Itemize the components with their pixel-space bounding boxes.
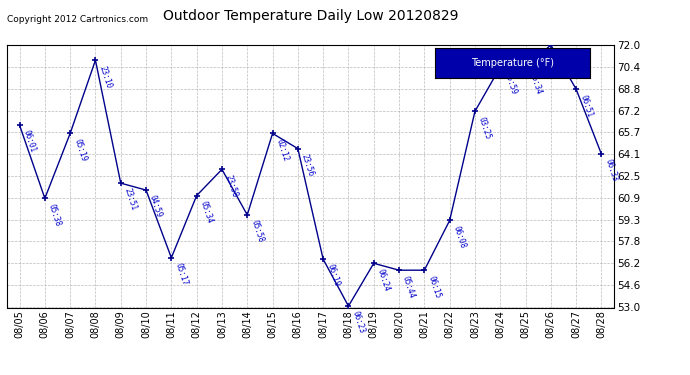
Text: 23:51: 23:51: [123, 187, 139, 212]
Text: 06:15: 06:15: [426, 274, 442, 299]
Text: 06:33: 06:33: [604, 158, 619, 183]
Text: 23:10: 23:10: [97, 64, 113, 89]
Text: 05:19: 05:19: [72, 138, 88, 162]
Text: 05:59: 05:59: [553, 49, 569, 74]
Text: 05:58: 05:58: [249, 219, 265, 244]
Text: 06:34: 06:34: [528, 71, 543, 96]
Text: 06:51: 06:51: [578, 93, 594, 118]
Text: 05:44: 05:44: [401, 274, 417, 299]
Text: 06:01: 06:01: [21, 129, 37, 154]
Text: 04:59: 04:59: [148, 194, 164, 219]
Text: 05:38: 05:38: [47, 202, 63, 227]
Text: Copyright 2012 Cartronics.com: Copyright 2012 Cartronics.com: [7, 15, 148, 24]
Text: 06:08: 06:08: [452, 225, 467, 249]
Text: 06:23: 06:23: [351, 310, 366, 335]
Text: 23:56: 23:56: [300, 153, 315, 177]
Text: 02:12: 02:12: [275, 138, 290, 162]
Text: 05:17: 05:17: [173, 262, 189, 286]
Text: 06:24: 06:24: [376, 267, 391, 292]
Text: 03:25: 03:25: [477, 116, 493, 140]
Text: 06:19: 06:19: [325, 263, 341, 288]
Text: 05:34: 05:34: [199, 200, 215, 225]
Text: 23:58: 23:58: [224, 174, 239, 198]
Text: Outdoor Temperature Daily Low 20120829: Outdoor Temperature Daily Low 20120829: [163, 9, 458, 23]
Text: 05:59: 05:59: [502, 71, 518, 96]
